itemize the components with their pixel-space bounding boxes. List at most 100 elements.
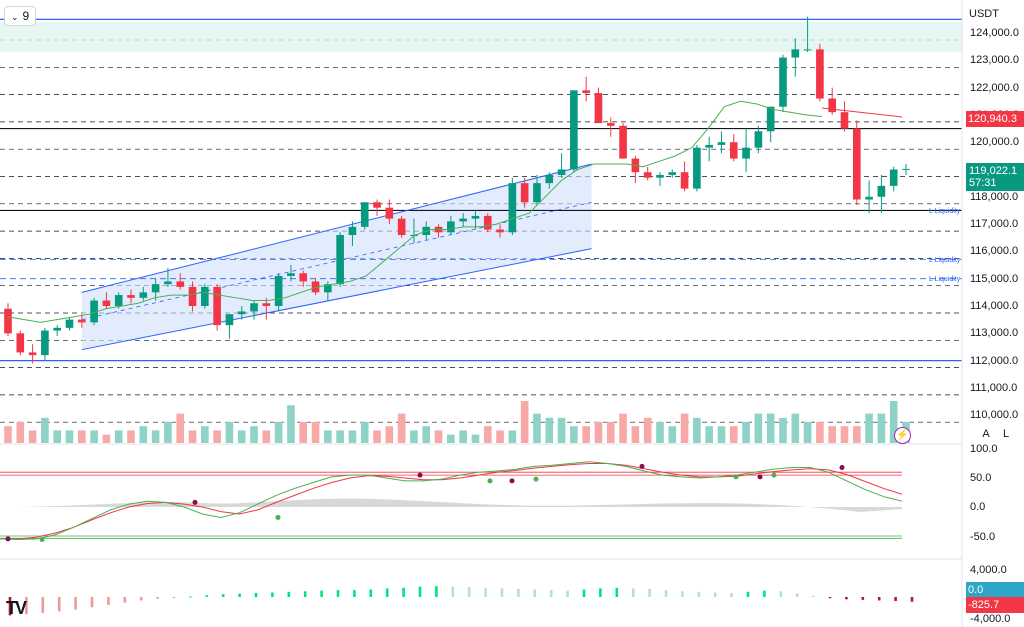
macd-bar	[254, 592, 258, 597]
macd-bar	[500, 588, 504, 597]
candle-body	[262, 303, 271, 306]
macd-bar	[631, 588, 635, 597]
candle-body	[471, 215, 480, 219]
volume-bar	[483, 426, 492, 443]
volume-bar	[545, 417, 554, 443]
candle-body	[102, 300, 111, 306]
macd-bar	[467, 587, 471, 597]
moving-average-line	[7, 100, 823, 323]
candle-body	[483, 215, 492, 230]
price-tick: 118,000.0	[970, 190, 1019, 203]
macd-bar	[221, 594, 225, 597]
candle-body	[520, 183, 529, 203]
tradingview-logo[interactable]: TV	[6, 598, 27, 619]
volume-bar	[865, 413, 873, 443]
volume-bar	[262, 430, 271, 443]
candle-body	[459, 218, 467, 222]
stoch-tick-minus50: -50.0	[970, 531, 996, 543]
candle-body	[828, 98, 837, 113]
volume-bar	[693, 417, 701, 443]
volume-bar	[311, 422, 320, 443]
macd-bar	[156, 597, 159, 599]
liquidity-label-3: L Liquidity	[929, 276, 961, 283]
macd-bar	[713, 592, 717, 597]
volume-bar	[114, 430, 123, 443]
ma-extension-line	[821, 107, 903, 118]
candle-body	[729, 142, 738, 159]
stoch-tick-100: 100.0	[970, 443, 998, 455]
candle-body	[557, 169, 566, 175]
volume-bar	[594, 422, 603, 443]
macd-bar	[303, 591, 307, 597]
volume-bar	[533, 413, 541, 443]
macd-bar	[812, 595, 815, 597]
horizontal-levels	[0, 18, 962, 362]
timeframe-selector[interactable]: ⌄ 9	[4, 6, 37, 26]
currency-label[interactable]: USDT	[969, 8, 999, 20]
volume-bar	[828, 426, 837, 443]
candle-body	[705, 144, 713, 148]
candle-body	[348, 226, 357, 236]
candle-body	[274, 275, 283, 306]
volume-bar	[28, 430, 37, 443]
volume-bar	[754, 413, 763, 443]
price-tick: 114,000.0	[970, 300, 1019, 312]
volume-bar	[373, 430, 381, 443]
volume-bar	[582, 426, 590, 443]
candle-body	[324, 284, 332, 293]
candle-body	[188, 286, 197, 306]
candle-body	[250, 303, 258, 312]
macd-bar	[910, 597, 914, 602]
volume-bar	[631, 426, 640, 443]
volume-bar	[816, 422, 824, 443]
candle-body	[889, 169, 898, 186]
price-tick: 124,000.0	[970, 27, 1019, 39]
stoch-cross-dot	[5, 536, 11, 542]
candle-body	[582, 90, 590, 94]
candle-body	[852, 128, 861, 200]
lightning-icon[interactable]: ⚡	[894, 427, 911, 444]
candle-body	[680, 172, 689, 189]
stoch-k-line	[0, 461, 903, 540]
volume-bar	[422, 426, 431, 443]
macd-bar	[25, 597, 28, 615]
macd-bar	[320, 590, 323, 597]
volume-bar	[791, 413, 800, 443]
volume-bar	[803, 422, 812, 443]
volume-bar	[766, 413, 775, 443]
volume-bar	[16, 422, 25, 443]
stoch-cross-dot	[639, 463, 645, 469]
macd-bar	[549, 590, 553, 597]
candle-body	[668, 172, 677, 175]
last-price-value: 119,022.1	[969, 165, 1018, 177]
price-tick: 117,000.0	[970, 218, 1019, 231]
candle-body	[717, 142, 726, 145]
volume-bar	[65, 430, 74, 443]
stochastic-pane	[0, 461, 903, 542]
auto-scale-toggle[interactable]: A	[978, 426, 994, 442]
volume-bar	[459, 430, 467, 443]
candle-body	[287, 273, 295, 276]
stoch-cross-dot	[757, 474, 763, 480]
macd-tick-minus4000: -4,000.0	[970, 613, 1011, 625]
log-scale-toggle[interactable]: L	[998, 426, 1014, 442]
macd-bar	[877, 597, 881, 601]
stoch-cross-dot	[192, 499, 198, 505]
macd-bar	[533, 589, 537, 597]
macd-bar	[894, 597, 897, 602]
macd-bar	[369, 589, 373, 597]
macd-bar	[451, 586, 455, 597]
candle-body	[114, 295, 123, 306]
macd-bar	[435, 586, 438, 597]
macd-bar	[566, 590, 569, 597]
macd-zero-value: 0.0	[968, 584, 984, 596]
candle-body	[90, 300, 98, 323]
stoch-cross-dot	[39, 536, 45, 542]
price-tick: 116,000.0	[970, 245, 1019, 258]
candle-body	[53, 327, 62, 331]
volume-bar	[77, 430, 86, 443]
volume-bar	[705, 426, 713, 443]
candle-body	[606, 123, 615, 126]
volume-bar	[557, 417, 566, 443]
